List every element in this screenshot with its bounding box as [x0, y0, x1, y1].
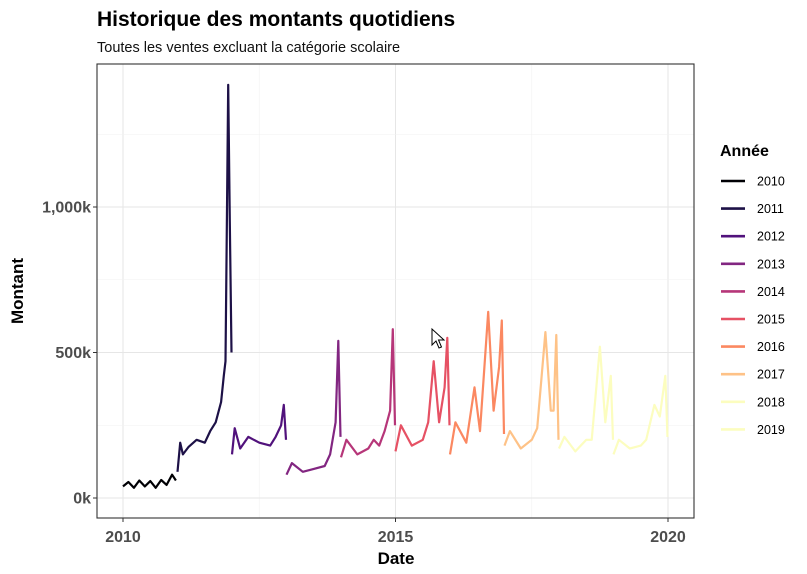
series-line-2017 [503, 331, 560, 450]
legend-label-2016: 2016 [757, 340, 785, 354]
series-layer [122, 83, 669, 489]
legend-label-2010: 2010 [757, 175, 785, 189]
legend-label-2017: 2017 [757, 368, 785, 382]
y-axis-title: Montant [8, 258, 27, 324]
series-line-2016 [448, 310, 506, 455]
cursor-icon [431, 327, 446, 349]
axes: 2010 2015 2020 0k 500k 1,000k [42, 200, 686, 547]
series-line-2010 [122, 473, 177, 489]
chart-subtitle: Toutes les ventes excluant la catégorie … [97, 40, 400, 56]
series-line-2011 [176, 83, 233, 472]
legend-label-2011: 2011 [757, 202, 784, 216]
x-tick-label: 2015 [378, 529, 414, 546]
legend-label-2019: 2019 [757, 423, 785, 437]
legend-label-2018: 2018 [757, 395, 785, 409]
x-axis-title: Date [378, 549, 415, 568]
series-line-2018 [558, 345, 615, 453]
series-line-2015 [394, 336, 451, 452]
series-line-2019 [612, 374, 669, 455]
chart-title: Historique des montants quotidiens [97, 8, 455, 31]
series-line-2012 [230, 403, 288, 455]
legend-label-2013: 2013 [757, 257, 785, 271]
legend-label-2015: 2015 [757, 313, 785, 327]
legend: 2010 2011 2012 2013 2014 2015 2016 2017 2018 2019 [721, 175, 785, 437]
legend-title: Année [720, 143, 769, 160]
series-line-2014 [339, 328, 397, 458]
y-tick-label: 500k [55, 345, 91, 362]
series-line-2013 [285, 339, 342, 476]
y-tick-label: 0k [73, 491, 91, 508]
x-tick-label: 2020 [650, 529, 686, 546]
legend-label-2014: 2014 [757, 285, 785, 299]
grid [97, 64, 694, 518]
legend-label-2012: 2012 [757, 230, 785, 244]
y-tick-label: 1,000k [42, 200, 91, 217]
x-tick-label: 2010 [105, 529, 141, 546]
